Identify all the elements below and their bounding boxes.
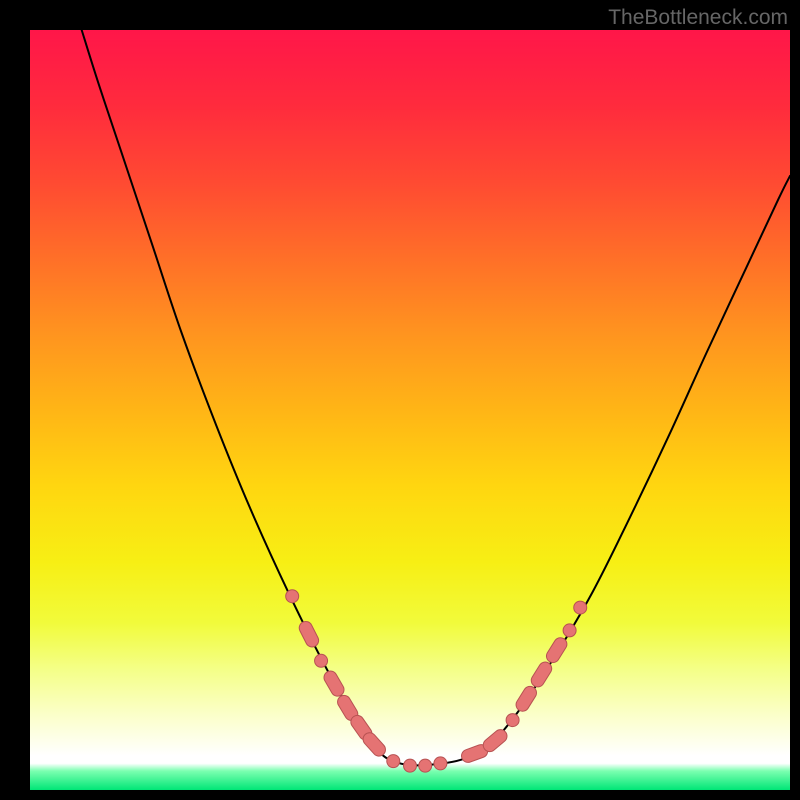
watermark-label: TheBottleneck.com xyxy=(608,6,788,30)
chart-container: TheBottleneck.com xyxy=(0,0,800,800)
chart-svg xyxy=(0,0,800,800)
